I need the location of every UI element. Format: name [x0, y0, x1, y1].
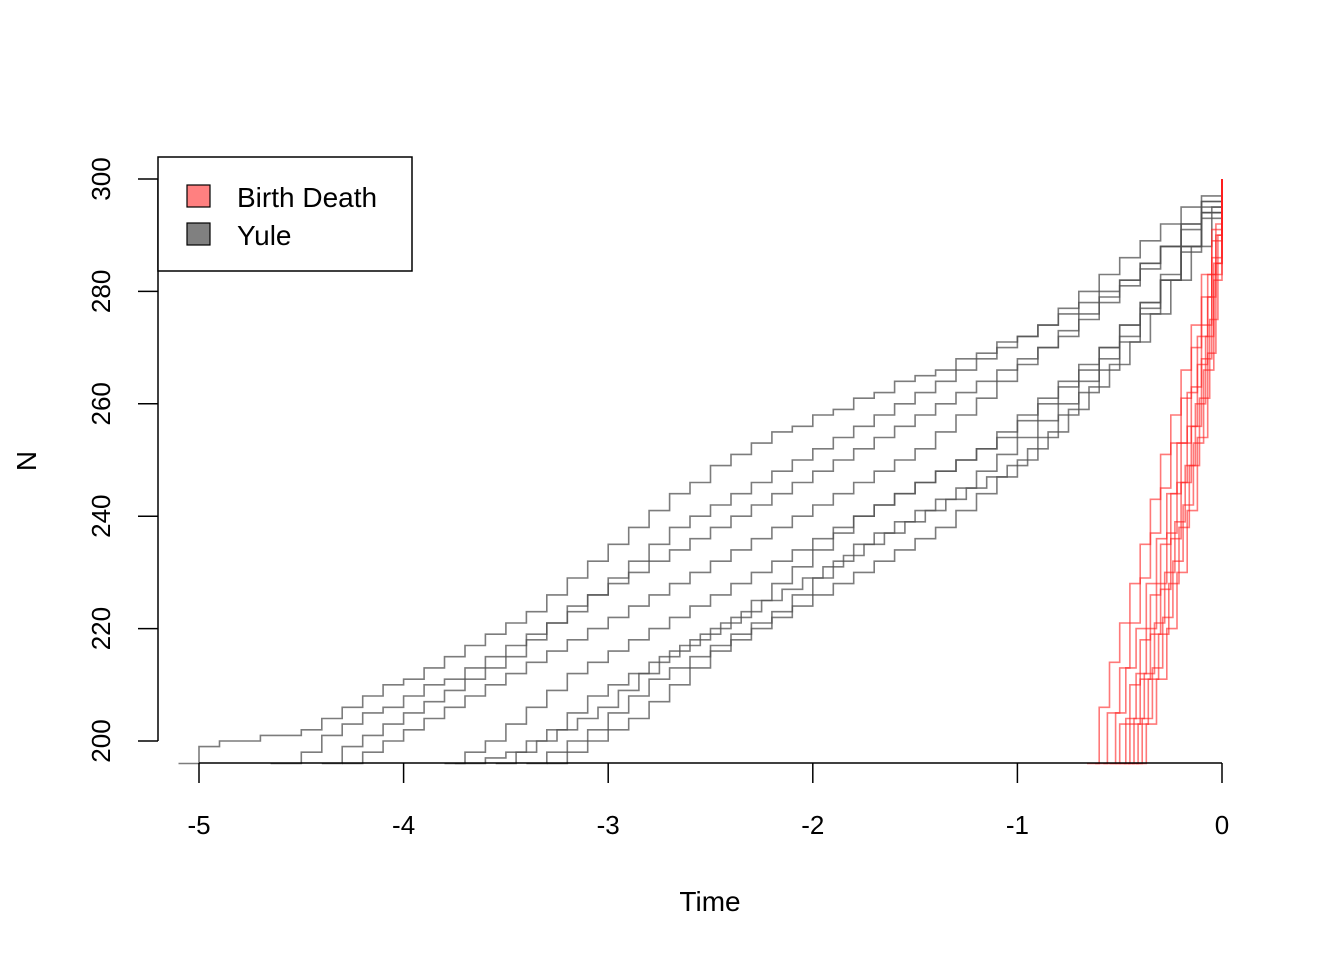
y-tick-label: 240: [86, 495, 116, 538]
yule-series-line-5: [454, 179, 1223, 765]
series-lines: [178, 179, 1223, 765]
y-tick-label: 280: [86, 270, 116, 313]
legend-label-yule: Yule: [237, 220, 292, 251]
yule-series-line-7: [526, 179, 1223, 765]
x-axis-title: Time: [679, 886, 740, 917]
y-tick-label: 300: [86, 157, 116, 200]
yule-series-line-6: [495, 179, 1223, 765]
legend-label-birth-death: Birth Death: [237, 182, 377, 213]
y-axis: 200 220 240 260 280 300: [86, 157, 159, 763]
x-tick-label: -1: [1006, 810, 1029, 840]
birth-death-series-line-15: [1123, 179, 1223, 765]
x-tick-label: -4: [392, 810, 415, 840]
birth-death-series-line-9: [1087, 179, 1223, 765]
y-ticks: 200 220 240 260 280 300: [86, 157, 158, 763]
yule-series-line-3: [342, 179, 1223, 765]
x-tick-label: -3: [597, 810, 620, 840]
x-axis: -5 -4 -3 -2 -1 0: [187, 762, 1229, 840]
legend-swatch-yule: [186, 222, 211, 246]
birth-death-series-line-17: [1132, 179, 1223, 765]
x-ticks: -5 -4 -3 -2 -1 0: [187, 763, 1229, 840]
birth-death-series-line-10: [1095, 179, 1223, 765]
legend: Birth Death Yule: [157, 156, 413, 272]
legend-swatch-birth-death: [186, 184, 211, 208]
x-tick-label: -5: [187, 810, 210, 840]
birth-death-series-line-13: [1115, 179, 1223, 765]
y-tick-label: 220: [86, 607, 116, 650]
yule-series-line-1: [270, 179, 1223, 765]
birth-death-series-line-18: [1136, 179, 1223, 765]
birth-death-series-line-16: [1127, 179, 1223, 765]
x-tick-label: 0: [1215, 810, 1229, 840]
legend-box: [157, 156, 413, 272]
birth-death-series-line-11: [1103, 179, 1223, 765]
y-axis-title: N: [11, 451, 42, 471]
y-tick-label: 200: [86, 719, 116, 762]
yule-series-line-8: [546, 179, 1223, 765]
x-tick-label: -2: [801, 810, 824, 840]
y-tick-label: 260: [86, 382, 116, 425]
